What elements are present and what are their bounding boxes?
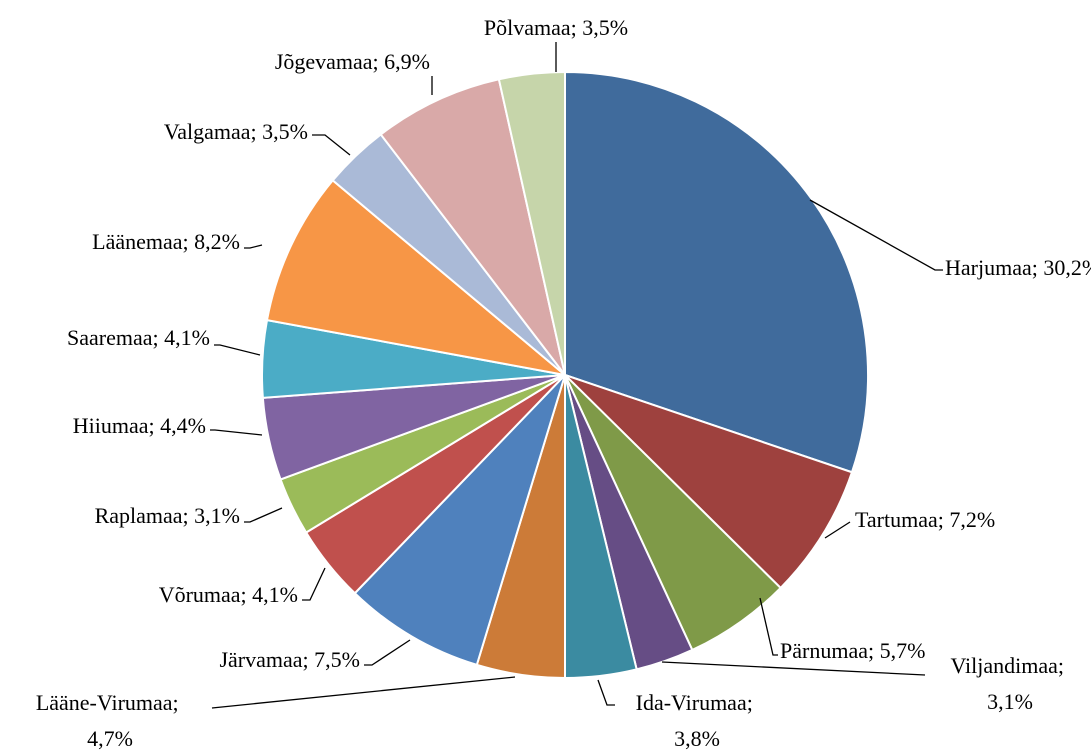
label-value: 5,7%	[880, 638, 926, 663]
label-value: 3,5%	[582, 15, 628, 40]
label-separator: ;	[241, 582, 253, 607]
label-value: 4,7%	[87, 726, 133, 751]
pie-slice	[564, 374, 854, 590]
label-value: 3,5%	[262, 119, 308, 144]
label-separator: ;	[747, 690, 759, 715]
label-separator: ;	[1032, 255, 1044, 280]
leader-line	[661, 661, 926, 676]
pie-slice	[379, 78, 566, 376]
data-label: Võrumaa; 4,1%	[159, 582, 298, 607]
label-separator: ;	[868, 638, 880, 663]
label-separator: ;	[571, 15, 583, 40]
leader-line	[364, 639, 411, 666]
pie-slice	[497, 70, 566, 376]
leader-line	[824, 521, 851, 539]
data-label: Tartumaa; 7,2%	[855, 507, 995, 532]
label-separator: ;	[183, 229, 195, 254]
label-separator: ;	[173, 690, 185, 715]
label-value: 30,2%	[1043, 255, 1091, 280]
leader-line	[809, 199, 943, 271]
label-category: Läänemaa	[92, 229, 183, 254]
label-category: Lääne-Virumaa	[36, 690, 173, 715]
data-label: Põlvamaa; 3,5%	[484, 15, 628, 40]
label-category: Tartumaa	[855, 507, 938, 532]
data-label: Järvamaa; 7,5%	[219, 647, 360, 672]
label-separator: ;	[1058, 653, 1070, 678]
leader-line	[302, 567, 326, 601]
label-category: Raplamaa	[95, 503, 183, 528]
label-separator: ;	[303, 647, 315, 672]
pie-slice	[265, 178, 569, 377]
label-category: Ida-Virumaa	[636, 690, 747, 715]
label-value: 4,1%	[164, 325, 210, 350]
label-separator: ;	[149, 413, 161, 438]
label-value: 6,9%	[384, 49, 430, 74]
label-separator: ;	[183, 503, 195, 528]
data-label: Ida-Virumaa; 3,8%	[636, 690, 759, 751]
data-label: Saaremaa; 4,1%	[67, 325, 210, 350]
label-category: Pärnumaa	[780, 638, 868, 663]
label-separator: ;	[938, 507, 950, 532]
data-label: Jõgevamaa; 6,9%	[275, 49, 430, 74]
label-value: 4,4%	[160, 413, 206, 438]
leader-line	[312, 134, 351, 156]
leader-line	[210, 429, 263, 436]
label-separator: ;	[153, 325, 165, 350]
data-label: Pärnumaa; 5,7%	[780, 638, 925, 663]
label-value: 4,1%	[252, 582, 298, 607]
label-value: 8,2%	[194, 229, 240, 254]
label-category: Jõgevamaa	[275, 49, 373, 74]
label-category: Võrumaa	[159, 582, 241, 607]
label-value: 3,8%	[674, 726, 720, 751]
label-category: Viljandimaa	[950, 653, 1058, 678]
data-label: Raplamaa; 3,1%	[95, 503, 240, 528]
label-category: Järvamaa	[219, 647, 302, 672]
data-label: Läänemaa; 8,2%	[92, 229, 240, 254]
data-label: Harjumaa; 30,2%	[945, 255, 1091, 280]
label-category: Hiiumaa	[73, 413, 149, 438]
label-category: Põlvamaa	[484, 15, 571, 40]
label-value: 3,1%	[194, 503, 240, 528]
label-category: Valgamaa	[164, 119, 251, 144]
data-label: Lääne-Virumaa; 4,7%	[36, 690, 184, 751]
label-category: Saaremaa	[67, 325, 153, 350]
leader-line	[211, 676, 516, 709]
label-value: 7,2%	[949, 507, 995, 532]
pie-slice	[564, 70, 869, 474]
leader-line	[244, 507, 283, 523]
label-separator: ;	[251, 119, 263, 144]
label-separator: ;	[373, 49, 385, 74]
label-value: 7,5%	[314, 647, 360, 672]
leader-line	[597, 679, 615, 706]
leader-line	[244, 244, 263, 249]
data-label: Valgamaa; 3,5%	[164, 119, 308, 144]
leader-line	[214, 344, 261, 356]
slices	[261, 70, 869, 680]
pie-slice	[353, 374, 566, 667]
leader-line	[759, 597, 778, 656]
data-label: Hiiumaa; 4,4%	[73, 413, 206, 438]
data-labels: Harjumaa; 30,2% Tartumaa; 7,2% Pärnumaa; 5…	[36, 15, 1091, 751]
label-value: 3,1%	[987, 689, 1033, 714]
data-label: Viljandimaa; 3,1%	[950, 653, 1069, 714]
label-category: Harjumaa	[945, 255, 1032, 280]
